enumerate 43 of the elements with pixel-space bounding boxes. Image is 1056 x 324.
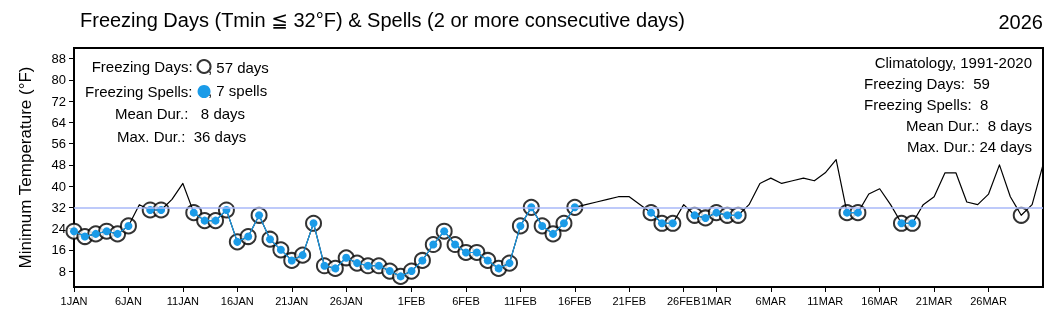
x-tick-label: 26JAN	[329, 294, 363, 307]
x-tick-label: 26MAR	[970, 294, 1007, 307]
annotation: Climatology, 1991-2020	[874, 53, 1032, 71]
x-tick-label: 16JAN	[220, 294, 254, 307]
x-tick-label: 11FEB	[503, 294, 537, 307]
x-tick-label: 1JAN	[60, 294, 88, 307]
y-tick-label: 8	[58, 263, 66, 279]
y-tick-label: 56	[51, 136, 66, 152]
y-tick-label: 88	[51, 51, 66, 67]
x-tick-label: 11JAN	[166, 294, 200, 307]
y-tick-label: 16	[51, 242, 66, 258]
annotation: Mean Dur.: 8 days	[115, 104, 246, 122]
x-tick-label: 11MAR	[807, 294, 844, 307]
y-tick-label: 32	[51, 199, 66, 215]
y-tick-label: 48	[51, 157, 66, 173]
legend-label: Freezing Days:	[91, 58, 193, 75]
x-tick-label: 26FEB	[666, 294, 701, 307]
x-tick-label: 21FEB	[612, 294, 647, 307]
x-tick-label: 16FEB	[558, 294, 592, 307]
y-tick-label: 72	[51, 93, 66, 109]
chart-title: Freezing Days (Tmin ≦ 32°F) & Spells (2 or more consecutive days)	[80, 9, 685, 31]
y-tick-label: 40	[51, 178, 66, 194]
y-tick-label: 80	[51, 72, 66, 88]
y-axis-title: Minimum Temperature (°F)	[16, 66, 35, 269]
x-tick-label: 6JAN	[114, 294, 142, 307]
annotation: , 7 spells	[208, 81, 268, 99]
annotation: Max. Dur.: 36 days	[117, 127, 247, 145]
x-tick-label: 21JAN	[275, 294, 309, 307]
annotation: Freezing Spells: 8	[864, 95, 989, 113]
annotation: Max. Dur.: 24 days	[906, 137, 1032, 155]
legend-label: Freezing Spells:	[84, 83, 193, 100]
y-tick-label: 64	[51, 114, 66, 130]
y-tick-label: 24	[51, 221, 66, 237]
x-tick-label: 1MAR	[701, 294, 732, 307]
annotation: , 57 days	[208, 58, 269, 76]
annotation: Mean Dur.: 8 days	[906, 116, 1032, 134]
x-tick-label: 16MAR	[861, 294, 899, 307]
x-tick-label: 6MAR	[755, 294, 787, 307]
x-tick-label: 1FEB	[397, 294, 426, 307]
x-tick-label: 6FEB	[452, 294, 480, 307]
x-tick-label: 21MAR	[915, 294, 953, 307]
chart-subtitle: 2026	[998, 11, 1043, 33]
annotation: Freezing Days: 59	[864, 74, 990, 92]
